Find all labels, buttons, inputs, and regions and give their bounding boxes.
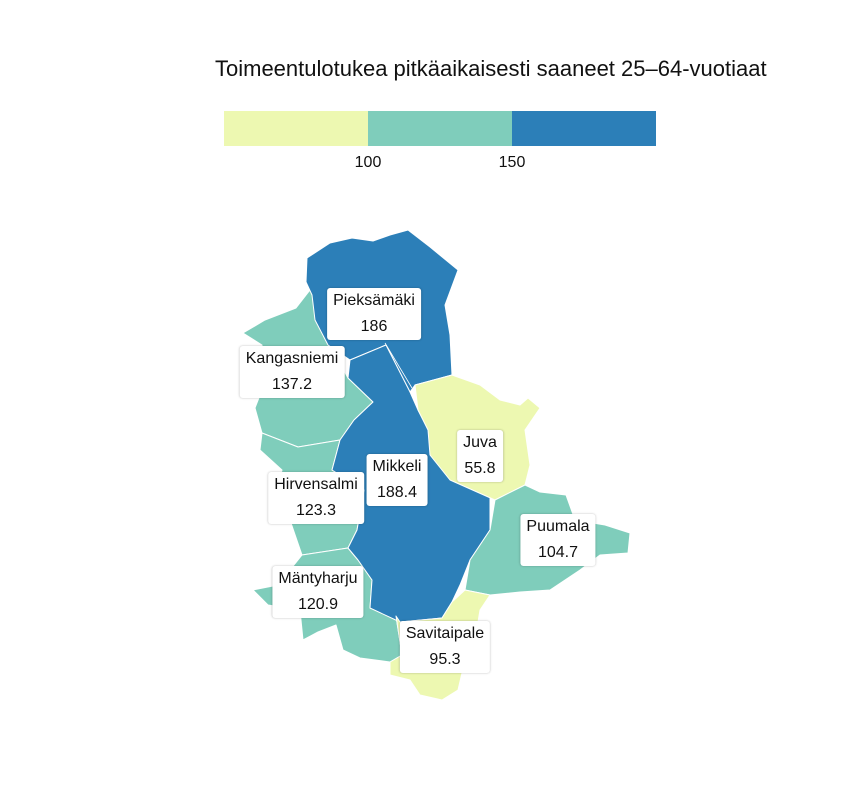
- region-label-name: Hirvensalmi: [274, 476, 358, 493]
- region-label-name: Juva: [463, 434, 497, 451]
- region-label-pieksamaki: Pieksämäki 186: [327, 288, 421, 340]
- region-label-mikkeli: Mikkeli 188.4: [366, 454, 428, 506]
- region-label-value: 123.3: [295, 502, 337, 519]
- region-label-puumala: Puumala 104.7: [520, 514, 596, 566]
- legend-tick-100: 100: [354, 154, 382, 171]
- region-label-name: Mäntyharju: [278, 570, 358, 587]
- region-label-juva: Juva 55.8: [457, 430, 503, 482]
- map-title: Toimeentulotukea pitkäaikaisesti saaneet…: [215, 56, 767, 81]
- legend-band-mid: [368, 111, 512, 146]
- legend-band-low: [224, 111, 368, 146]
- region-label-value: 95.3: [429, 651, 461, 668]
- region-label-savitaipale: Savitaipale 95.3: [399, 621, 491, 673]
- region-label-name: Savitaipale: [405, 625, 485, 642]
- region-label-mantyharju: Mäntyharju 120.9: [272, 566, 364, 618]
- region-label-value: 186: [360, 318, 388, 335]
- region-label-hirvensalmi: Hirvensalmi 123.3: [268, 472, 364, 524]
- region-label-name: Puumala: [526, 518, 590, 535]
- region-label-value: 55.8: [464, 460, 496, 477]
- legend-band-high: [512, 111, 656, 146]
- region-label-value: 120.9: [297, 596, 339, 613]
- region-label-value: 104.7: [537, 544, 579, 561]
- region-label-value: 137.2: [271, 376, 313, 393]
- region-label-name: Pieksämäki: [333, 292, 415, 309]
- region-label-value: 188.4: [376, 484, 418, 501]
- region-label-name: Kangasniemi: [245, 350, 339, 367]
- region-label-kangasniemi: Kangasniemi 137.2: [239, 346, 345, 398]
- legend-tick-150: 150: [498, 154, 526, 171]
- region-label-name: Mikkeli: [372, 458, 422, 475]
